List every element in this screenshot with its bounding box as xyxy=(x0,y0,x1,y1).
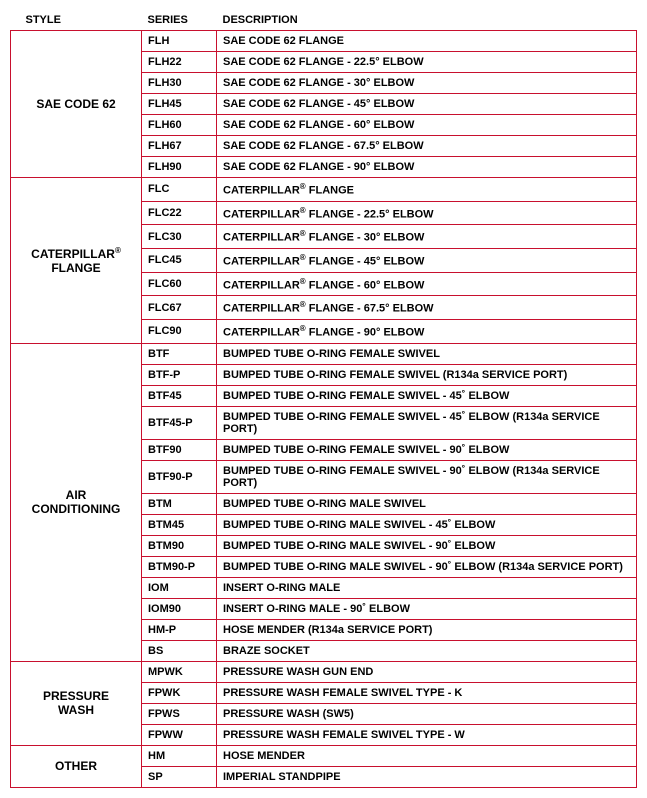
description-cell: SAE CODE 62 FLANGE xyxy=(217,31,637,52)
series-cell: FLC xyxy=(142,178,217,202)
series-cell: FLH xyxy=(142,31,217,52)
series-cell: BTF45 xyxy=(142,385,217,406)
description-cell: BUMPED TUBE O-RING MALE SWIVEL - 90˚ ELB… xyxy=(217,556,637,577)
series-cell: IOM xyxy=(142,577,217,598)
table-row: CATERPILLAR®FLANGEFLCCATERPILLAR® FLANGE xyxy=(11,178,637,202)
series-cell: HM xyxy=(142,745,217,766)
description-cell: BUMPED TUBE O-RING MALE SWIVEL xyxy=(217,493,637,514)
table-row: SAE CODE 62FLHSAE CODE 62 FLANGE xyxy=(11,31,637,52)
series-cell: FLH60 xyxy=(142,115,217,136)
style-cell: OTHER xyxy=(11,745,142,787)
header-series: SERIES xyxy=(142,10,217,31)
description-cell: SAE CODE 62 FLANGE - 67.5° ELBOW xyxy=(217,136,637,157)
description-cell: CATERPILLAR® FLANGE - 90° ELBOW xyxy=(217,319,637,343)
series-cell: FPWW xyxy=(142,724,217,745)
description-cell: SAE CODE 62 FLANGE - 90° ELBOW xyxy=(217,157,637,178)
description-cell: CATERPILLAR® FLANGE - 22.5° ELBOW xyxy=(217,201,637,225)
description-cell: BUMPED TUBE O-RING FEMALE SWIVEL - 90˚ E… xyxy=(217,439,637,460)
series-cell: FPWK xyxy=(142,682,217,703)
description-cell: HOSE MENDER xyxy=(217,745,637,766)
style-cell: SAE CODE 62 xyxy=(11,31,142,178)
style-cell: AIRCONDITIONING xyxy=(11,343,142,661)
series-cell: FLC30 xyxy=(142,225,217,249)
series-cell: FPWS xyxy=(142,703,217,724)
description-cell: BRAZE SOCKET xyxy=(217,640,637,661)
series-cell: FLC45 xyxy=(142,248,217,272)
series-cell: BTF90-P xyxy=(142,460,217,493)
series-cell: FLC22 xyxy=(142,201,217,225)
series-cell: FLH30 xyxy=(142,73,217,94)
series-cell: BTF-P xyxy=(142,364,217,385)
series-cell: BTF90 xyxy=(142,439,217,460)
description-cell: PRESSURE WASH (SW5) xyxy=(217,703,637,724)
table-row: AIRCONDITIONINGBTFBUMPED TUBE O-RING FEM… xyxy=(11,343,637,364)
description-cell: PRESSURE WASH FEMALE SWIVEL TYPE - K xyxy=(217,682,637,703)
description-cell: SAE CODE 62 FLANGE - 45° ELBOW xyxy=(217,94,637,115)
series-cell: FLC60 xyxy=(142,272,217,296)
description-cell: BUMPED TUBE O-RING MALE SWIVEL - 45˚ ELB… xyxy=(217,514,637,535)
series-cell: FLC67 xyxy=(142,296,217,320)
series-cell: BTM45 xyxy=(142,514,217,535)
description-cell: HOSE MENDER (R134a SERVICE PORT) xyxy=(217,619,637,640)
series-cell: SP xyxy=(142,766,217,787)
series-cell: BTM90-P xyxy=(142,556,217,577)
series-cell: BTF45-P xyxy=(142,406,217,439)
description-cell: CATERPILLAR® FLANGE - 60° ELBOW xyxy=(217,272,637,296)
spec-table: STYLE SERIES DESCRIPTION SAE CODE 62FLHS… xyxy=(10,10,637,788)
description-cell: BUMPED TUBE O-RING FEMALE SWIVEL xyxy=(217,343,637,364)
description-cell: BUMPED TUBE O-RING FEMALE SWIVEL - 90˚ E… xyxy=(217,460,637,493)
header-description: DESCRIPTION xyxy=(217,10,637,31)
description-cell: BUMPED TUBE O-RING FEMALE SWIVEL - 45˚ E… xyxy=(217,385,637,406)
series-cell: FLC90 xyxy=(142,319,217,343)
series-cell: BTM xyxy=(142,493,217,514)
series-cell: FLH67 xyxy=(142,136,217,157)
description-cell: BUMPED TUBE O-RING FEMALE SWIVEL (R134a … xyxy=(217,364,637,385)
description-cell: BUMPED TUBE O-RING FEMALE SWIVEL - 45˚ E… xyxy=(217,406,637,439)
style-cell: PRESSUREWASH xyxy=(11,661,142,745)
description-cell: CATERPILLAR® FLANGE - 30° ELBOW xyxy=(217,225,637,249)
series-cell: BTF xyxy=(142,343,217,364)
description-cell: SAE CODE 62 FLANGE - 30° ELBOW xyxy=(217,73,637,94)
description-cell: CATERPILLAR® FLANGE xyxy=(217,178,637,202)
description-cell: SAE CODE 62 FLANGE - 60° ELBOW xyxy=(217,115,637,136)
description-cell: IMPERIAL STANDPIPE xyxy=(217,766,637,787)
table-row: OTHERHMHOSE MENDER xyxy=(11,745,637,766)
description-cell: PRESSURE WASH FEMALE SWIVEL TYPE - W xyxy=(217,724,637,745)
series-cell: IOM90 xyxy=(142,598,217,619)
description-cell: CATERPILLAR® FLANGE - 67.5° ELBOW xyxy=(217,296,637,320)
description-cell: SAE CODE 62 FLANGE - 22.5° ELBOW xyxy=(217,52,637,73)
description-cell: CATERPILLAR® FLANGE - 45° ELBOW xyxy=(217,248,637,272)
series-cell: HM-P xyxy=(142,619,217,640)
description-cell: INSERT O-RING MALE xyxy=(217,577,637,598)
series-cell: FLH45 xyxy=(142,94,217,115)
series-cell: BTM90 xyxy=(142,535,217,556)
style-cell: CATERPILLAR®FLANGE xyxy=(11,178,142,344)
description-cell: INSERT O-RING MALE - 90˚ ELBOW xyxy=(217,598,637,619)
series-cell: FLH22 xyxy=(142,52,217,73)
series-cell: BS xyxy=(142,640,217,661)
description-cell: BUMPED TUBE O-RING MALE SWIVEL - 90˚ ELB… xyxy=(217,535,637,556)
series-cell: FLH90 xyxy=(142,157,217,178)
header-style: STYLE xyxy=(11,10,142,31)
header-row: STYLE SERIES DESCRIPTION xyxy=(11,10,637,31)
